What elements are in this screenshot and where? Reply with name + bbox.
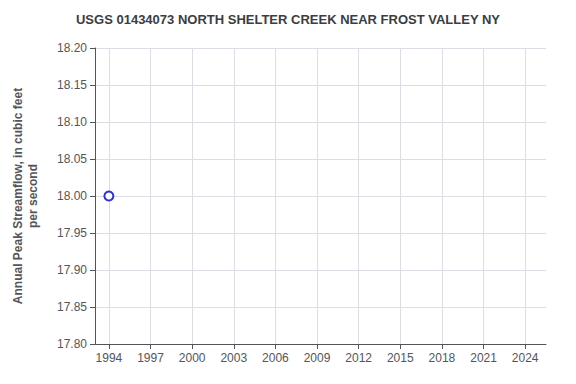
svg-text:17.95: 17.95 (57, 226, 87, 240)
svg-text:2018: 2018 (429, 351, 456, 365)
svg-text:17.90: 17.90 (57, 263, 87, 277)
svg-text:2024: 2024 (512, 351, 539, 365)
svg-text:2021: 2021 (470, 351, 497, 365)
svg-text:18.10: 18.10 (57, 115, 87, 129)
svg-text:Annual Peak Streamflow, in cub: Annual Peak Streamflow, in cubic feet (11, 88, 25, 304)
svg-text:18.05: 18.05 (57, 152, 87, 166)
svg-text:2009: 2009 (304, 351, 331, 365)
svg-text:18.15: 18.15 (57, 78, 87, 92)
svg-text:2012: 2012 (345, 351, 372, 365)
svg-text:1994: 1994 (96, 351, 123, 365)
svg-text:18.00: 18.00 (57, 189, 87, 203)
svg-text:2015: 2015 (387, 351, 414, 365)
svg-text:USGS 01434073 NORTH SHELTER CR: USGS 01434073 NORTH SHELTER CREEK NEAR F… (76, 12, 500, 27)
svg-text:2006: 2006 (262, 351, 289, 365)
svg-text:2000: 2000 (179, 351, 206, 365)
svg-text:1997: 1997 (137, 351, 164, 365)
svg-text:18.20: 18.20 (57, 41, 87, 55)
svg-text:17.80: 17.80 (57, 337, 87, 351)
svg-text:17.85: 17.85 (57, 300, 87, 314)
svg-text:2003: 2003 (220, 351, 247, 365)
svg-text:per second: per second (26, 164, 40, 228)
